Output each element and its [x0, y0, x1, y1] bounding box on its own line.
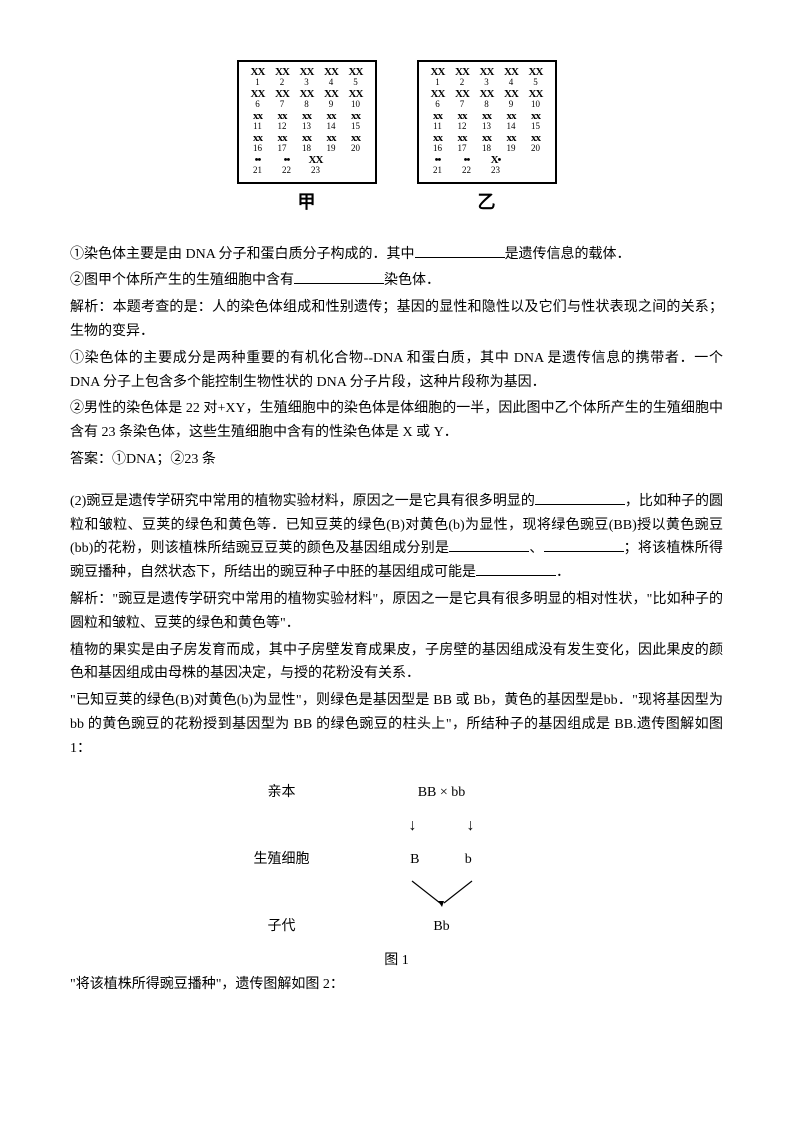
- chr-num: 11: [253, 122, 262, 131]
- gamete-B: B: [390, 848, 440, 872]
- chr-num: 6: [255, 100, 260, 109]
- chr-num: 6: [435, 100, 440, 109]
- karyotype-b: XX1 XX2 XX3 XX4 XX5 XX6 XX7 XX8 XX9 XX10…: [417, 60, 557, 218]
- text: 、: [529, 541, 543, 556]
- chr-num: 1: [255, 78, 260, 87]
- chr-num: 8: [304, 100, 309, 109]
- arrow-down-icon: ↓: [409, 812, 417, 839]
- chr-num: 16: [433, 144, 442, 153]
- blank-fill: [476, 562, 556, 576]
- chr-num: 8: [484, 100, 489, 109]
- converge-arrows: [382, 879, 502, 907]
- chr-num: 5: [533, 78, 538, 87]
- chr-num: 16: [253, 144, 262, 153]
- answer-1: 答案：①DNA；②23 条: [70, 448, 723, 472]
- chr-num: 17: [458, 144, 467, 153]
- chr-num: 17: [278, 144, 287, 153]
- chr-num: 9: [329, 100, 334, 109]
- arrow-down-icon: ↓: [467, 812, 475, 839]
- chr-num: 13: [482, 122, 491, 131]
- text: (2)豌豆是遗传学研究中常用的植物实验材料，原因之一是它具有很多明显的: [70, 494, 535, 509]
- karyotype-box-a: XX1 XX2 XX3 XX4 XX5 XX6 XX7 XX8 XX9 XX10…: [237, 60, 377, 184]
- karyotype-diagrams: XX1 XX2 XX3 XX4 XX5 XX6 XX7 XX8 XX9 XX10…: [70, 60, 723, 218]
- chr-num: 13: [302, 122, 311, 131]
- chr-num: 7: [280, 100, 285, 109]
- chr-num: 19: [327, 144, 336, 153]
- offspring-genotype: Bb: [327, 915, 557, 939]
- chr-num: 19: [507, 144, 516, 153]
- blank-fill: [294, 270, 384, 284]
- question-section-2: (2)豌豆是遗传学研究中常用的植物实验材料，原因之一是它具有很多明显的，比如种子…: [70, 490, 723, 585]
- gamete-b: b: [443, 848, 493, 872]
- blank-fill: [544, 538, 624, 552]
- analysis-2-intro: 解析："豌豆是遗传学研究中常用的植物实验材料"，原因之一是它具有很多明显的相对性…: [70, 588, 723, 636]
- chr-num: 20: [531, 144, 540, 153]
- blank-fill: [535, 491, 625, 505]
- genetic-diagram-1: 亲本 BB × bb ↓ ↓ 生殖细胞 B b: [237, 781, 557, 940]
- chr-num: 20: [351, 144, 360, 153]
- chr-num: 11: [433, 122, 442, 131]
- chr-num: 14: [507, 122, 516, 131]
- analysis-1: ①染色体的主要成分是两种重要的有机化合物--DNA 和蛋白质，其中 DNA 是遗…: [70, 347, 723, 395]
- question-2: ②图甲个体所产生的生殖细胞中含有 染色体．: [70, 269, 723, 293]
- chr-num: 23: [491, 166, 500, 175]
- parent-genotype: BB × bb: [327, 781, 557, 805]
- blank-fill: [449, 538, 529, 552]
- chr-num: 18: [302, 144, 311, 153]
- analysis-2-body3: "将该植株所得豌豆播种"，遗传图解如图 2：: [70, 973, 723, 997]
- chr-num: 22: [282, 166, 291, 175]
- chr-num: 18: [482, 144, 491, 153]
- text: 染色体．: [384, 273, 440, 288]
- chr-num: 4: [509, 78, 514, 87]
- chr-num: 3: [304, 78, 309, 87]
- chr-num: 10: [531, 100, 540, 109]
- chr-num: 4: [329, 78, 334, 87]
- chr-num: 12: [458, 122, 467, 131]
- blank-fill: [415, 244, 505, 258]
- analysis-2-body1: 植物的果实是由子房发育而成，其中子房壁发育成果皮，子房壁的基因组成没有发生变化，…: [70, 639, 723, 687]
- karyotype-label-a: 甲: [237, 187, 377, 218]
- chr-num: 21: [433, 166, 442, 175]
- figure-1-caption: 图 1: [70, 949, 723, 973]
- karyotype-a: XX1 XX2 XX3 XX4 XX5 XX6 XX7 XX8 XX9 XX10…: [237, 60, 377, 218]
- chr-num: 10: [351, 100, 360, 109]
- text: ②图甲个体所产生的生殖细胞中含有: [70, 273, 294, 288]
- chr-num: 1: [435, 78, 440, 87]
- text: ．: [556, 565, 570, 580]
- analysis-intro: 解析：本题考查的是：人的染色体组成和性别遗传；基因的显性和隐性以及它们与性状表现…: [70, 296, 723, 344]
- chr-num: 21: [253, 166, 262, 175]
- arrows-down: ↓ ↓: [327, 812, 557, 839]
- parent-label: 亲本: [237, 781, 327, 805]
- chr-num: 14: [327, 122, 336, 131]
- karyotype-box-b: XX1 XX2 XX3 XX4 XX5 XX6 XX7 XX8 XX9 XX10…: [417, 60, 557, 184]
- gamete-label: 生殖细胞: [237, 848, 327, 872]
- analysis-2: ②男性的染色体是 22 对+XY，生殖细胞中的染色体是体细胞的一半，因此图中乙个…: [70, 397, 723, 445]
- question-1: ①染色体主要是由 DNA 分子和蛋白质分子构成的．其中 是遗传信息的载体．: [70, 243, 723, 267]
- text: 是遗传信息的载体．: [505, 247, 631, 262]
- chr-num: 2: [460, 78, 465, 87]
- chr-num: 15: [531, 122, 540, 131]
- chr-num: 2: [280, 78, 285, 87]
- chr-num: 9: [509, 100, 514, 109]
- karyotype-label-b: 乙: [417, 187, 557, 218]
- chr-num: 15: [351, 122, 360, 131]
- chr-num: 3: [484, 78, 489, 87]
- analysis-2-body2: "已知豆荚的绿色(B)对黄色(b)为显性"，则绿色是基因型是 BB 或 Bb，黄…: [70, 689, 723, 760]
- chr-num: 22: [462, 166, 471, 175]
- chr-num: 12: [278, 122, 287, 131]
- chr-num: 5: [353, 78, 358, 87]
- chr-num: 7: [460, 100, 465, 109]
- chr-num: 23: [311, 166, 320, 175]
- text: ①染色体主要是由 DNA 分子和蛋白质分子构成的．其中: [70, 247, 415, 262]
- offspring-label: 子代: [237, 915, 327, 939]
